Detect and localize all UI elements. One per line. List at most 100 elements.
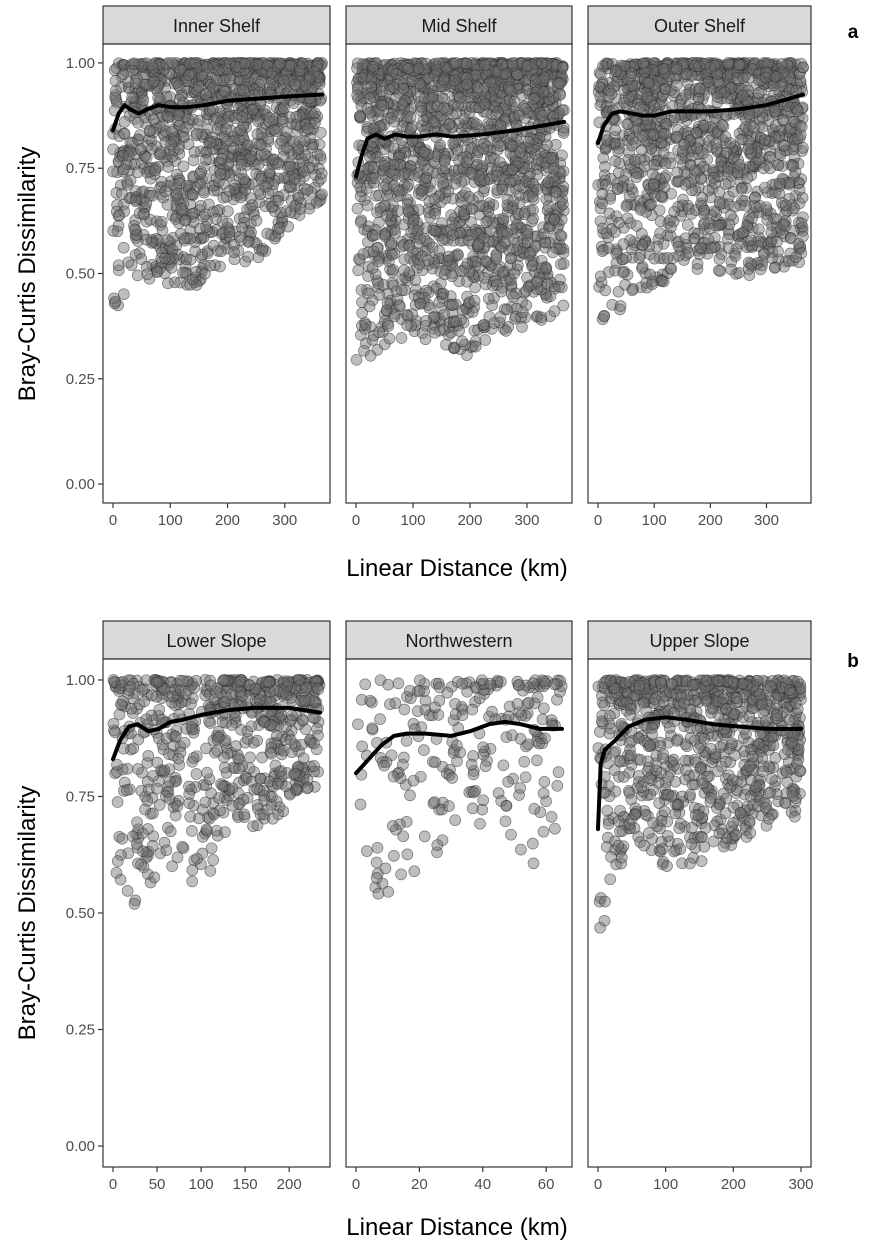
data-point [235,158,248,171]
data-point [271,223,284,235]
y-tick-label: 0.00 [66,1138,95,1155]
data-point [152,234,165,246]
data-point [112,264,125,277]
data-point [299,79,311,92]
data-point [233,151,246,164]
data-point [214,804,226,817]
data-point [235,234,247,247]
data-point [758,248,771,261]
data-point [494,140,507,153]
data-point [241,203,253,216]
data-point [402,168,415,181]
data-point [302,123,314,135]
data-point [537,86,550,99]
data-point [153,703,166,716]
y-axis-title: Bray-Curtis Dissimilarity [14,786,41,1041]
data-point [713,264,725,277]
data-point [516,321,528,333]
data-point [536,109,549,122]
data-point [461,78,473,91]
data-point [146,59,158,72]
data-point [440,338,452,351]
data-point [382,320,395,332]
data-point [199,267,211,280]
data-point [612,145,625,158]
data-point [189,57,202,69]
data-point [303,73,316,86]
data-point [284,180,296,192]
y-tick-label: 0.25 [66,1022,95,1039]
data-point [521,83,534,96]
data-point [742,143,755,156]
data-point [274,57,286,70]
data-point [144,186,157,199]
data-point [180,179,193,192]
y-tick-label: 0.75 [66,788,95,805]
data-point [152,91,164,104]
data-point [165,138,178,151]
data-point [218,751,230,764]
data-point [132,763,144,775]
data-point [422,254,434,267]
data-point [369,172,381,184]
smooth-trend-line [111,92,324,133]
data-point [483,235,495,248]
data-point [448,74,461,87]
data-point [113,209,126,222]
data-point [395,235,408,248]
data-point [647,178,660,191]
data-point [611,182,624,195]
facet-strip [345,5,573,45]
data-point [499,235,512,248]
data-point [287,97,300,109]
data-point [233,84,246,96]
data-point [210,213,222,225]
data-point [131,816,143,829]
data-point [131,269,144,282]
data-point [209,259,221,272]
data-point [393,185,405,197]
data-point [357,248,370,260]
data-point [729,250,742,262]
data-point [522,135,535,148]
data-point [415,105,427,117]
data-point [791,105,804,118]
data-point [398,264,410,277]
data-point [680,68,693,81]
data-point [461,156,473,169]
data-point [258,148,271,161]
data-point [490,170,503,182]
data-point [507,195,520,207]
data-point [429,157,442,170]
data-point [284,160,297,173]
data-point [393,299,405,311]
data-point [143,124,156,137]
data-point [187,171,200,184]
data-point [153,62,166,74]
data-point [518,208,531,220]
data-point [599,160,611,173]
data-point [507,290,520,303]
data-point [445,209,457,222]
data-point [753,223,765,236]
data-point [367,122,380,135]
data-point [159,185,172,198]
data-point [512,156,525,169]
data-point [180,253,193,266]
data-point [223,57,236,70]
data-point [147,75,160,88]
data-point [479,59,492,72]
data-point [670,63,683,76]
data-point [250,214,263,227]
data-point [785,232,797,245]
data-point [251,734,264,747]
data-point [263,166,276,179]
data-point [593,80,605,93]
data-point [140,78,153,91]
data-point [219,761,231,774]
data-point [708,171,720,184]
data-point [621,118,634,130]
data-point [122,149,135,162]
data-point [107,225,120,237]
